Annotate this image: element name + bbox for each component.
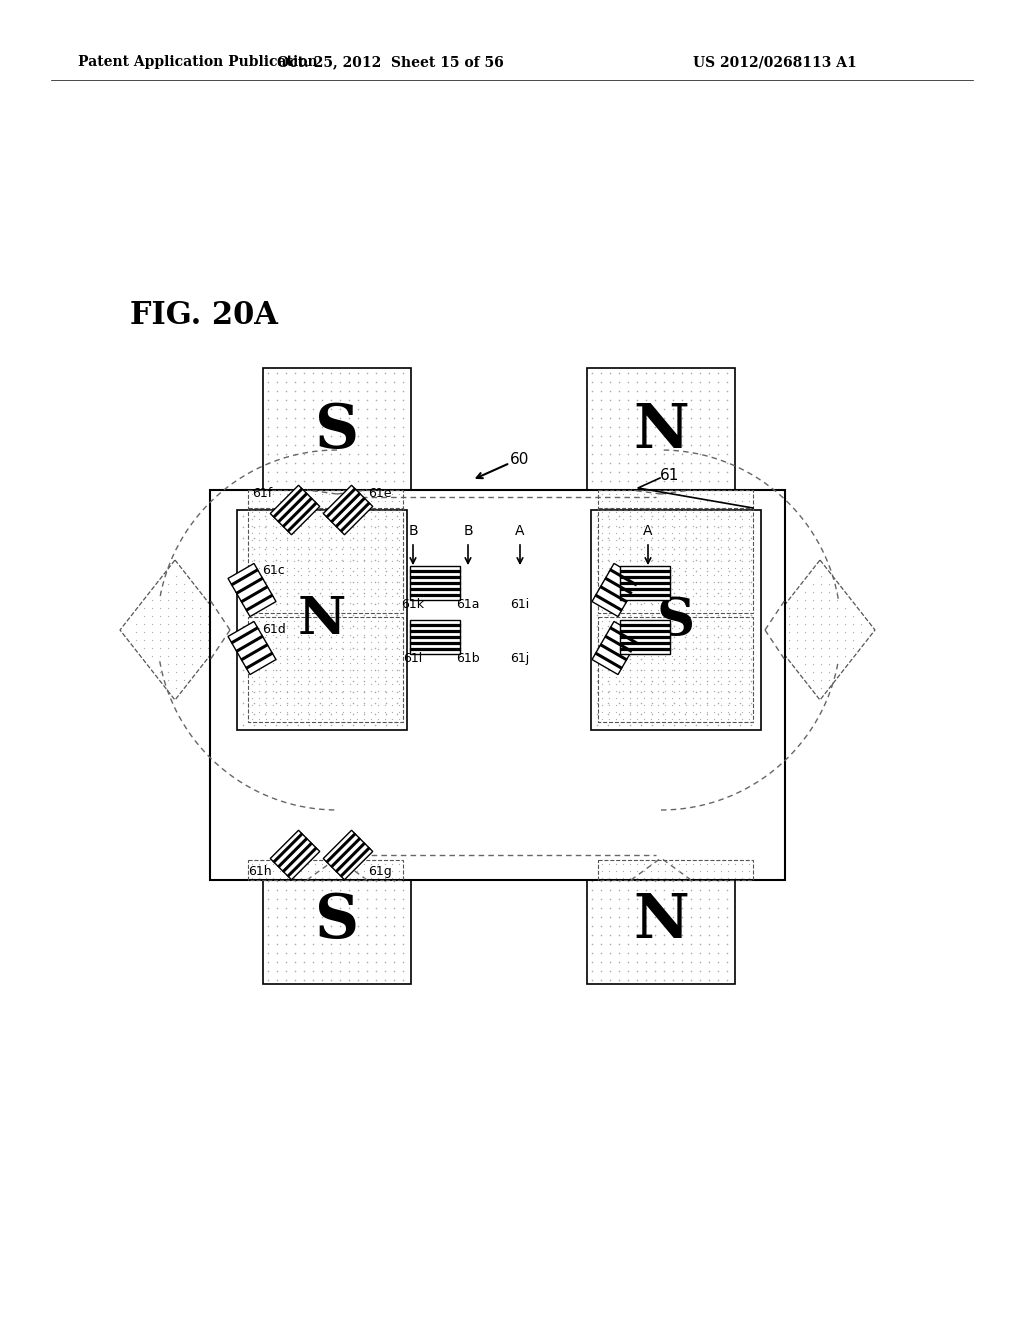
- Bar: [410, 566, 460, 601]
- Text: S: S: [657, 594, 695, 645]
- Text: 61: 61: [660, 467, 679, 483]
- Text: B: B: [463, 524, 473, 539]
- Bar: [237, 510, 407, 730]
- Bar: [263, 858, 411, 983]
- Text: S: S: [315, 891, 359, 950]
- Text: FIG. 20A: FIG. 20A: [130, 300, 278, 331]
- Bar: [598, 490, 753, 510]
- Bar: [228, 564, 276, 616]
- Bar: [324, 830, 373, 879]
- Text: S: S: [315, 401, 359, 461]
- Text: 61a: 61a: [457, 598, 480, 611]
- Bar: [248, 508, 403, 612]
- Bar: [592, 622, 640, 675]
- Bar: [620, 620, 670, 653]
- Text: 61e: 61e: [368, 487, 391, 500]
- Text: B: B: [409, 524, 418, 539]
- Bar: [263, 368, 411, 494]
- Text: A: A: [515, 524, 524, 539]
- Bar: [598, 861, 753, 880]
- Bar: [410, 620, 460, 653]
- Text: 61f: 61f: [252, 487, 272, 500]
- Text: US 2012/0268113 A1: US 2012/0268113 A1: [693, 55, 857, 69]
- Bar: [228, 622, 276, 675]
- Bar: [591, 510, 761, 730]
- Bar: [248, 616, 403, 722]
- Text: A: A: [643, 524, 652, 539]
- Text: Patent Application Publication: Patent Application Publication: [78, 55, 317, 69]
- Text: N: N: [633, 401, 689, 461]
- Bar: [587, 368, 735, 494]
- Bar: [270, 486, 319, 535]
- Text: N: N: [633, 891, 689, 950]
- Bar: [620, 566, 670, 601]
- Text: Oct. 25, 2012  Sheet 15 of 56: Oct. 25, 2012 Sheet 15 of 56: [276, 55, 504, 69]
- Bar: [270, 830, 319, 879]
- Text: 61k: 61k: [401, 598, 425, 611]
- Text: 61h: 61h: [249, 865, 272, 878]
- Text: 61c: 61c: [262, 564, 285, 577]
- Bar: [598, 508, 753, 612]
- Text: 61g: 61g: [368, 865, 392, 878]
- Bar: [248, 490, 403, 510]
- Bar: [324, 486, 373, 535]
- Bar: [210, 490, 785, 880]
- Text: 60: 60: [510, 453, 529, 467]
- Text: 61j: 61j: [510, 652, 529, 665]
- Text: 61i: 61i: [510, 598, 529, 611]
- Bar: [598, 616, 753, 722]
- Bar: [592, 564, 640, 616]
- Text: 61d: 61d: [262, 623, 286, 636]
- Text: 61l: 61l: [403, 652, 423, 665]
- Bar: [587, 858, 735, 983]
- Text: N: N: [298, 594, 346, 645]
- Text: 61b: 61b: [456, 652, 480, 665]
- Bar: [248, 861, 403, 880]
